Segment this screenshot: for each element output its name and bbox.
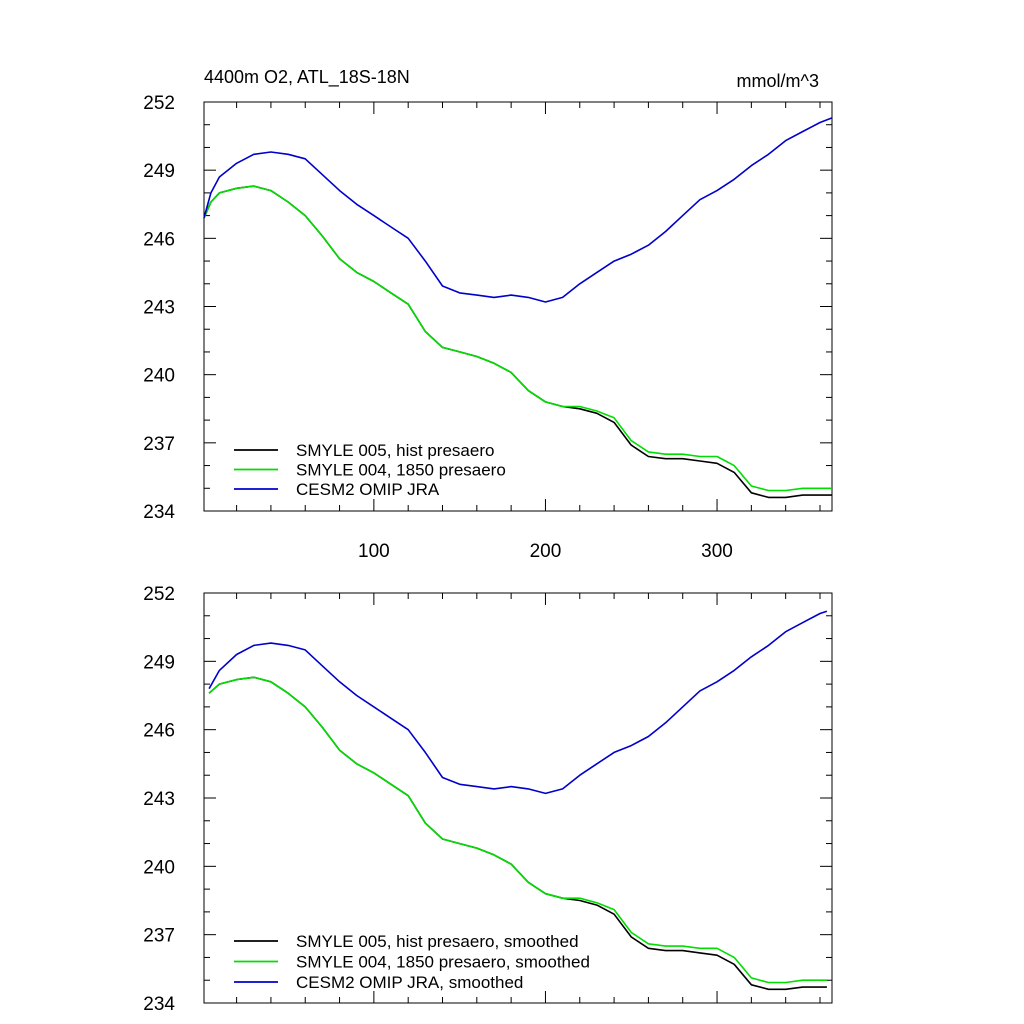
- y-tick-label: 243: [143, 789, 175, 810]
- y-tick-label: 237: [143, 434, 175, 455]
- legend-label: SMYLE 005, hist presaero, smoothed: [296, 932, 579, 951]
- x-tick-label: 100: [358, 541, 390, 562]
- y-tick-label: 252: [143, 93, 175, 114]
- legend-label: CESM2 OMIP JRA, smoothed: [296, 973, 523, 992]
- bottom-panel: 234 237 240 243 246 249 252 SMYLE 005, hist pre…: [143, 584, 833, 1015]
- x-tick-label: 200: [530, 541, 562, 562]
- legend-label: SMYLE 004, 1850 presaero, smoothed: [296, 953, 590, 972]
- y-tick-label: 237: [143, 926, 175, 947]
- series-line-2: [203, 117, 833, 303]
- legend-label: SMYLE 005, hist presaero: [296, 441, 494, 460]
- y-tick-label: 252: [143, 584, 175, 605]
- x-tick-label: 300: [701, 541, 733, 562]
- y-tick-label: 234: [143, 502, 175, 523]
- units-label: mmol/m^3: [737, 71, 819, 91]
- chart-title: 4400m O2, ATL_18S-18N: [204, 67, 410, 88]
- legend-label: SMYLE 004, 1850 presaero: [296, 461, 506, 480]
- y-tick-label: 240: [143, 857, 175, 878]
- legend-label: CESM2 OMIP JRA: [296, 480, 440, 499]
- top-panel: 234 237 240 243 246 249 252 100 200 300 SMYLE 005,…: [143, 93, 833, 562]
- y-tick-label: 249: [143, 161, 175, 182]
- y-tick-label: 243: [143, 298, 175, 319]
- y-tick-label: 246: [143, 229, 175, 250]
- series-line-1: [203, 185, 832, 492]
- y-tick-label: 249: [143, 652, 175, 673]
- y-tick-label: 234: [143, 994, 175, 1015]
- series-line-2: [208, 610, 828, 795]
- y-tick-label: 246: [143, 721, 175, 742]
- series-line-1: [208, 676, 827, 984]
- y-tick-label: 240: [143, 366, 175, 387]
